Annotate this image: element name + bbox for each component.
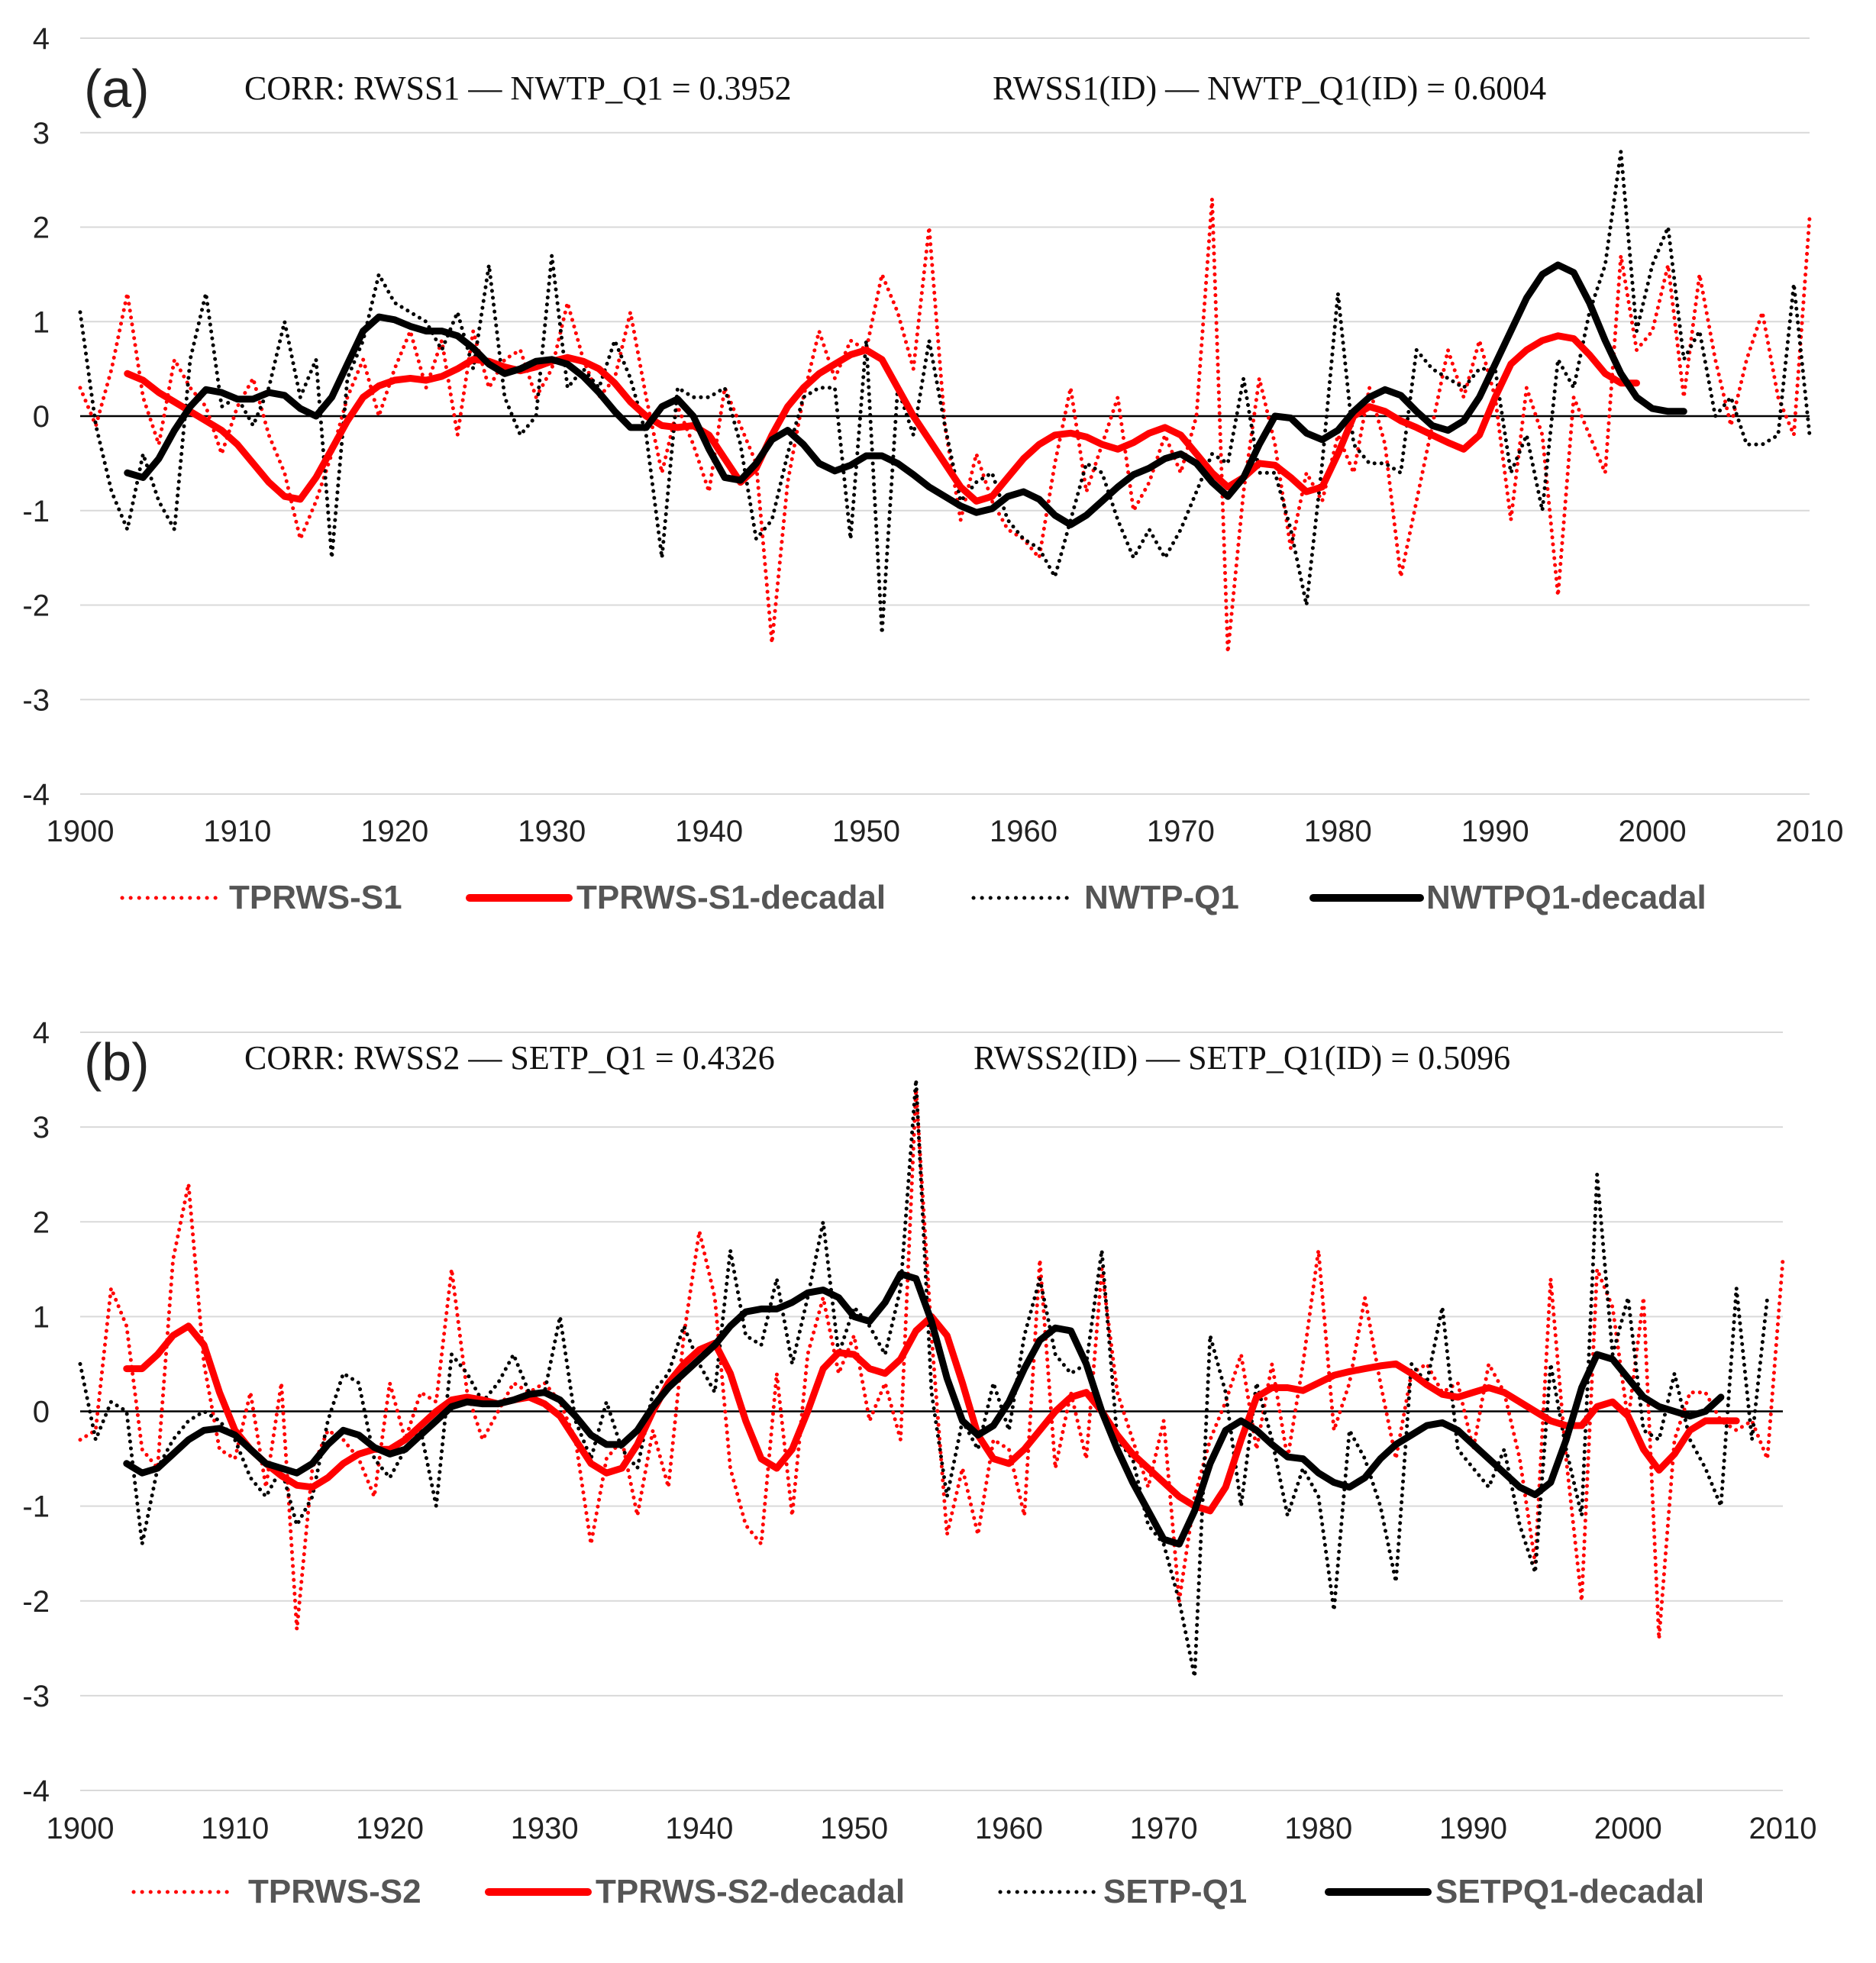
x-tick-label: 2010 bbox=[1749, 1812, 1817, 1845]
correlation-annotation-id: RWSS2(ID) — SETP_Q1(ID) = 0.5096 bbox=[974, 1039, 1510, 1077]
panel-label: (a) bbox=[84, 59, 150, 118]
legend-label: SETP-Q1 bbox=[1103, 1873, 1247, 1910]
y-tick-label: -4 bbox=[22, 1774, 50, 1808]
x-tick-label: 1940 bbox=[665, 1812, 733, 1845]
x-tick-label: 1990 bbox=[1439, 1812, 1507, 1845]
x-tick-label: 1970 bbox=[1130, 1812, 1198, 1845]
y-tick-label: 2 bbox=[33, 211, 50, 245]
y-tick-label: 0 bbox=[33, 1396, 50, 1429]
x-tick-label: 1910 bbox=[201, 1812, 269, 1845]
panel-label: (b) bbox=[84, 1032, 150, 1092]
series-line-nwtpq1-decadal bbox=[124, 261, 1687, 528]
x-tick-label: 1930 bbox=[518, 815, 586, 848]
series-line-tprws-s1 bbox=[78, 196, 1812, 654]
y-tick-label: 1 bbox=[33, 1300, 50, 1334]
y-tick-label: -3 bbox=[22, 1680, 50, 1713]
y-tick-label: 2 bbox=[33, 1206, 50, 1239]
x-tick-label: 1920 bbox=[356, 1812, 424, 1845]
y-tick-label: -2 bbox=[22, 1585, 50, 1619]
x-tick-label: 1900 bbox=[47, 1812, 115, 1845]
x-tick-label: 1980 bbox=[1304, 815, 1372, 848]
x-tick-label: 1920 bbox=[360, 815, 428, 848]
legend-label: SETPQ1-decadal bbox=[1435, 1873, 1704, 1910]
x-tick-label: 1960 bbox=[990, 815, 1057, 848]
x-tick-label: 2000 bbox=[1594, 1812, 1662, 1845]
series-line-setp-q1 bbox=[78, 1077, 1770, 1679]
x-tick-label: 1930 bbox=[511, 1812, 579, 1845]
panel-b: 4 3 2 1 0 -1 -2 -3 -4 1900 1910 1920 1930 1940 1950 196… bbox=[22, 1016, 1816, 1910]
x-tick-label: 1950 bbox=[820, 1812, 888, 1845]
series-line-tprws-s2 bbox=[78, 1087, 1785, 1641]
series-line-tprws-s1-decadal bbox=[124, 332, 1640, 505]
x-tick-label: 2000 bbox=[1619, 815, 1687, 848]
y-tick-label: -1 bbox=[22, 495, 50, 528]
x-tick-label: 2010 bbox=[1776, 815, 1844, 848]
y-tick-label: 3 bbox=[33, 117, 50, 150]
x-tick-label: 1960 bbox=[975, 1812, 1043, 1845]
y-tick-label: 1 bbox=[33, 305, 50, 339]
y-tick-label: -2 bbox=[22, 589, 50, 623]
y-tick-label: -4 bbox=[22, 778, 50, 812]
x-tick-label: 1990 bbox=[1461, 815, 1529, 848]
x-tick-label: 1900 bbox=[47, 815, 115, 848]
x-tick-label: 1970 bbox=[1147, 815, 1215, 848]
legend-label: TPRWS-S2-decadal bbox=[596, 1873, 905, 1910]
legend-label: TPRWS-S1-decadal bbox=[576, 879, 886, 916]
y-tick-label: 4 bbox=[33, 22, 50, 56]
correlation-annotation-id: RWSS1(ID) — NWTP_Q1(ID) = 0.6004 bbox=[993, 69, 1546, 107]
x-tick-label: 1980 bbox=[1284, 1812, 1352, 1845]
legend-label: NWTPQ1-decadal bbox=[1426, 879, 1706, 916]
x-tick-label: 1950 bbox=[832, 815, 900, 848]
x-tick-label: 1910 bbox=[203, 815, 271, 848]
correlation-annotation: CORR: RWSS1 — NWTP_Q1 = 0.3952 bbox=[244, 69, 792, 107]
legend-label: TPRWS-S1 bbox=[229, 879, 402, 916]
y-tick-label: 3 bbox=[33, 1111, 50, 1145]
series-line-setpq1-decadal bbox=[123, 1270, 1725, 1548]
y-tick-label: 0 bbox=[33, 400, 50, 434]
y-tick-label: -3 bbox=[22, 683, 50, 717]
y-tick-label: -1 bbox=[22, 1490, 50, 1524]
y-tick-label: 4 bbox=[33, 1016, 50, 1050]
legend-label: TPRWS-S2 bbox=[248, 1873, 421, 1910]
legend-label: NWTP-Q1 bbox=[1084, 879, 1239, 916]
x-tick-label: 1940 bbox=[675, 815, 743, 848]
correlation-annotation: CORR: RWSS2 — SETP_Q1 = 0.4326 bbox=[244, 1039, 775, 1077]
